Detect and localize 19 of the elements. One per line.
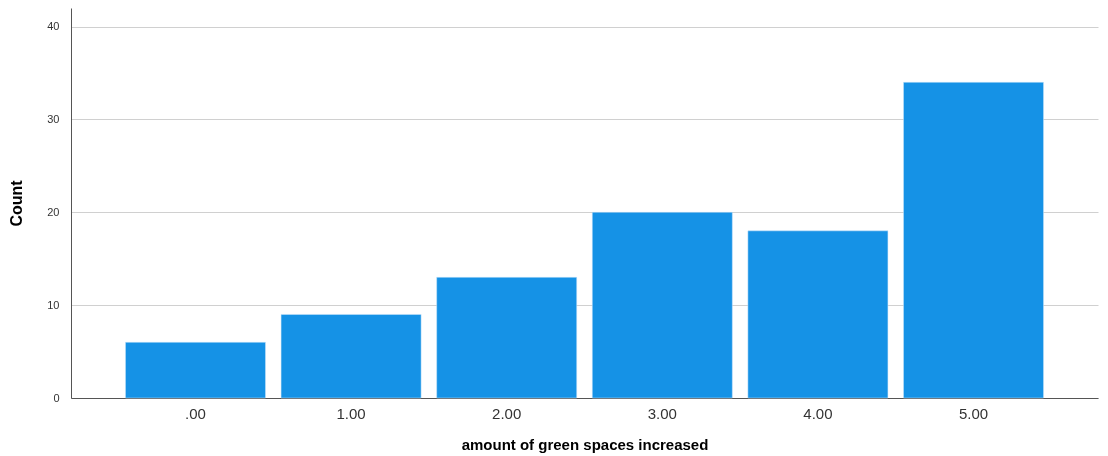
y-tick-label: 20 bbox=[47, 205, 60, 218]
x-tick-label: 2.00 bbox=[492, 404, 522, 422]
x-axis-title: amount of green spaces increased bbox=[461, 435, 709, 453]
y-tick-label: 40 bbox=[47, 20, 60, 33]
y-axis-title: Count bbox=[8, 179, 26, 227]
bar bbox=[280, 314, 422, 399]
bar bbox=[747, 230, 889, 399]
bar bbox=[436, 277, 577, 399]
y-tick-label: 30 bbox=[47, 112, 60, 125]
x-tick-label: 3.00 bbox=[647, 404, 677, 422]
y-tick-label: 10 bbox=[47, 298, 60, 311]
x-tick-label: 4.00 bbox=[803, 404, 833, 422]
x-tick-label: 5.00 bbox=[958, 404, 989, 422]
x-tick-label: 1.00 bbox=[336, 404, 366, 422]
x-tick-label: .00 bbox=[185, 404, 206, 422]
bar bbox=[125, 342, 266, 399]
bar bbox=[592, 212, 733, 399]
bar bbox=[903, 82, 1044, 399]
y-tick-label: 0 bbox=[53, 391, 60, 404]
